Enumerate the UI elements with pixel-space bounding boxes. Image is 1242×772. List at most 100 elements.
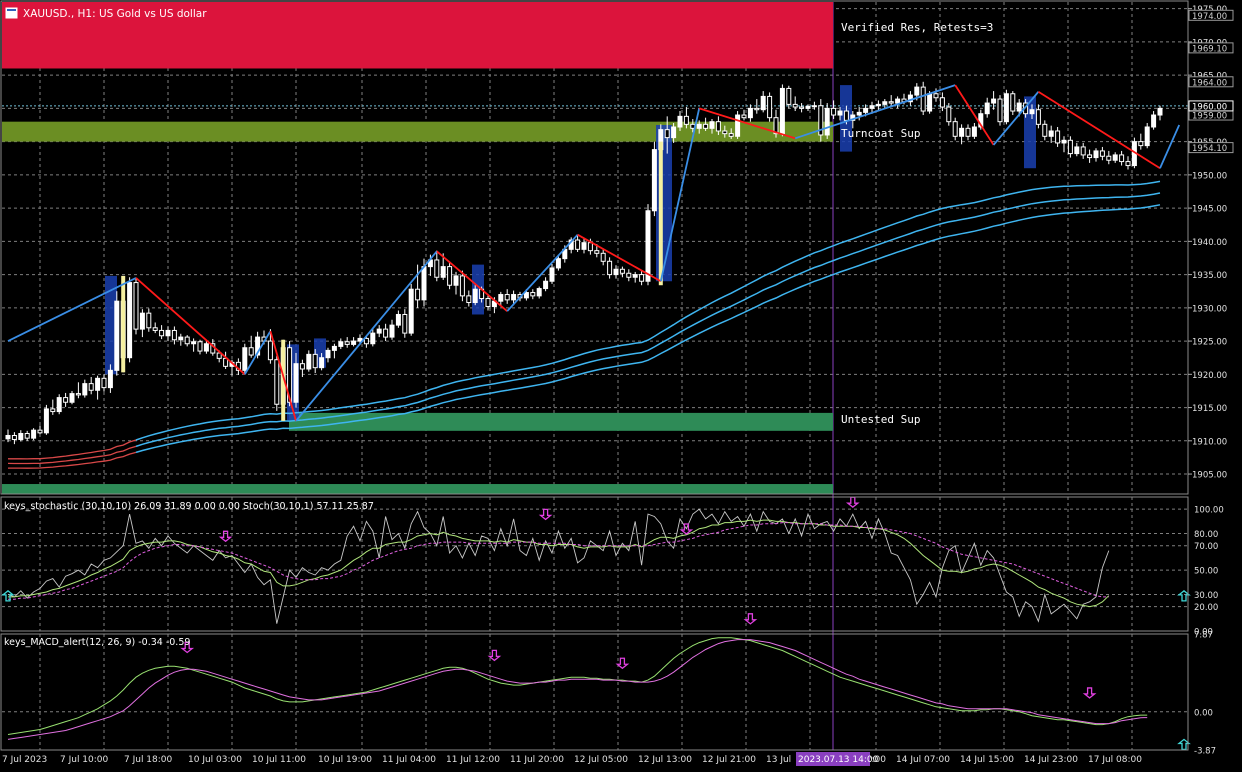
price-marker-box	[1188, 142, 1234, 154]
macd-arrow-up-icon	[1177, 738, 1191, 751]
candle-bearish	[24, 432, 30, 439]
time-axis-label: 17 Jul 08:00	[1088, 755, 1142, 765]
macd-arrow-down-icon	[615, 657, 630, 670]
zigzag-segment	[659, 108, 701, 282]
candle-bullish	[735, 114, 741, 137]
candle-bullish	[613, 268, 619, 276]
candle-bearish	[587, 242, 593, 252]
price-axis-label: 1915.00	[1192, 404, 1227, 414]
candle-bearish	[466, 295, 472, 304]
price-marker-box	[1188, 42, 1234, 54]
candle-bullish	[747, 107, 753, 119]
stochastic-arrow-down-icon	[845, 496, 860, 509]
candle-bearish	[741, 114, 747, 119]
zigzag-segment	[794, 84, 956, 140]
moving-average-line	[135, 204, 1161, 454]
time-axis-label: 10 Jul 11:00	[252, 755, 306, 765]
candle-bearish	[754, 107, 760, 111]
candle-bearish	[267, 340, 273, 361]
candle-bearish	[939, 97, 945, 108]
candle-bearish	[447, 266, 453, 286]
candle-bullish	[511, 294, 517, 301]
candle-bearish	[946, 106, 952, 123]
candle-bullish	[331, 345, 337, 351]
zigzag-segment	[992, 91, 1040, 146]
candle-bearish	[594, 250, 600, 254]
stochastic-pane-border	[0, 496, 1189, 632]
candle-bullish	[632, 274, 638, 278]
candle-bullish	[709, 121, 715, 129]
price-marker-box	[1188, 9, 1234, 21]
candle-bearish	[459, 275, 465, 297]
candle-bullish	[338, 341, 344, 347]
time-axis-label: 14 Jul 07:00	[896, 755, 950, 765]
grid-layer	[2, 2, 1188, 750]
candle-bullish	[203, 343, 209, 352]
candle-bearish	[728, 133, 734, 137]
candle-bullish	[306, 353, 312, 370]
time-axis-label: 13 Jul	[766, 755, 791, 765]
price-axis-label: 1910.00	[1192, 437, 1227, 447]
candle-bullish	[376, 328, 382, 334]
candle-bearish	[1035, 109, 1041, 125]
candle-bullish	[1144, 126, 1150, 147]
candle-bullish	[319, 357, 325, 369]
candle-bullish	[357, 337, 363, 342]
macd-axis-label: 7.87	[1194, 631, 1213, 641]
candle-bullish	[408, 288, 414, 334]
candle-bearish	[600, 252, 606, 262]
candle-bearish	[965, 127, 971, 137]
candle-bearish	[843, 110, 849, 121]
candle-bearish	[75, 393, 81, 396]
stochastic-axis-label: 0.00	[1194, 628, 1213, 638]
candle-bearish	[434, 259, 440, 278]
macd-pane-border	[0, 633, 1189, 751]
candle-bearish	[363, 337, 369, 345]
indicator-layer	[1, 496, 1191, 751]
stochastic-line	[7, 508, 1110, 624]
candle-bearish	[933, 93, 939, 99]
candle-highlight	[121, 275, 126, 373]
candle-bullish	[805, 105, 811, 109]
time-axis-label: 14 Jul 15:00	[960, 755, 1014, 765]
candle-bearish	[1087, 154, 1093, 159]
candle-bearish	[216, 352, 222, 359]
candle-bullish	[536, 288, 542, 297]
zigzag-segment	[7, 277, 137, 342]
candle-bearish	[792, 103, 798, 108]
candle-bullish	[82, 383, 88, 396]
candle-bullish	[95, 377, 101, 391]
zigzag-segment	[295, 250, 438, 422]
time-axis-label: 12 Jul 05:00	[574, 755, 628, 765]
candle-bullish	[837, 110, 843, 116]
candle-bearish	[415, 288, 421, 301]
candle-bearish	[1055, 130, 1061, 144]
candle-bullish	[127, 282, 133, 359]
candle-bullish	[869, 105, 875, 109]
candle-bullish	[1061, 139, 1067, 144]
candle-bullish	[696, 123, 702, 129]
price-marker-label: 1959.00	[1192, 112, 1227, 122]
price-axis-label: 1940.00	[1192, 238, 1227, 248]
candle-bearish	[344, 341, 350, 345]
candle-bearish	[485, 298, 491, 308]
candle-bearish	[1099, 150, 1105, 157]
price-marker-label: 1954.10	[1192, 144, 1227, 154]
macd-arrow-down-icon	[743, 613, 758, 625]
candle-bullish	[1093, 150, 1099, 159]
price-axis-label: 1945.00	[1192, 205, 1227, 215]
candle-bullish	[395, 313, 401, 326]
zigzag-segment	[954, 84, 995, 146]
candle-bearish	[786, 87, 792, 105]
zigzag-segment	[135, 277, 246, 375]
price-axis-label: 1935.00	[1192, 271, 1227, 281]
candle-highlight	[658, 141, 663, 286]
candle-bearish	[88, 383, 94, 391]
candle-bearish	[997, 98, 1003, 123]
candle-bearish	[1042, 123, 1048, 137]
candle-bullish	[139, 312, 145, 330]
moving-averages-layer	[7, 180, 1161, 469]
